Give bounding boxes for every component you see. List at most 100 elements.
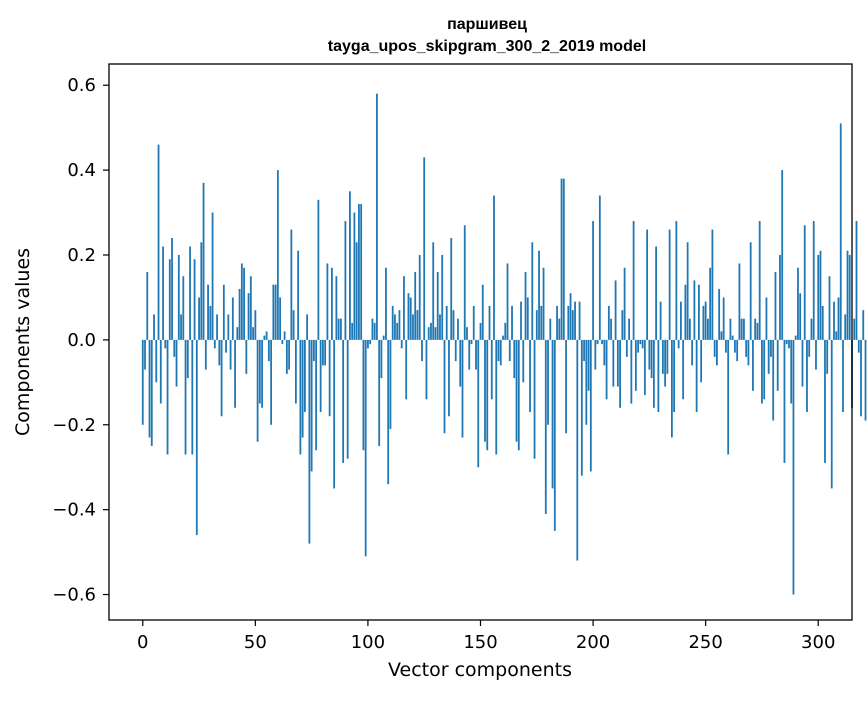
bar-37 <box>225 340 227 353</box>
bar-286 <box>786 340 788 344</box>
bar-125 <box>423 157 425 340</box>
bar-156 <box>493 196 495 340</box>
bar-167 <box>518 340 520 450</box>
bar-111 <box>392 306 394 340</box>
bar-102 <box>372 319 374 340</box>
bar-141 <box>459 340 461 387</box>
bar-131 <box>437 272 439 340</box>
bar-112 <box>394 314 396 339</box>
bar-138 <box>453 310 455 340</box>
bar-152 <box>484 340 486 442</box>
bar-104 <box>376 94 378 340</box>
bar-24 <box>196 340 198 535</box>
bar-252 <box>709 268 711 340</box>
bar-273 <box>757 323 759 340</box>
bar-204 <box>601 340 603 344</box>
bar-277 <box>766 297 768 339</box>
bar-39 <box>230 340 232 370</box>
bar-31 <box>212 213 214 340</box>
bar-289 <box>793 340 795 595</box>
bar-8 <box>160 340 162 404</box>
chart-title-line-1: паршивец <box>447 16 527 33</box>
x-tick-label: 100 <box>351 632 385 653</box>
bar-56 <box>268 340 270 361</box>
bar-248 <box>700 340 702 382</box>
bar-94 <box>354 213 356 340</box>
y-tick-label: −0.6 <box>52 585 96 606</box>
bar-100 <box>367 340 369 348</box>
bar-234 <box>669 230 671 340</box>
bar-122 <box>417 310 419 340</box>
bar-55 <box>266 331 268 339</box>
bar-275 <box>761 340 763 404</box>
bar-186 <box>561 179 563 340</box>
bar-19 <box>185 340 187 455</box>
bar-217 <box>630 340 632 404</box>
bar-261 <box>730 319 732 340</box>
bar-260 <box>727 340 729 455</box>
bar-127 <box>428 327 430 340</box>
bar-246 <box>696 340 698 412</box>
bar-139 <box>455 340 457 361</box>
bar-224 <box>646 230 648 340</box>
bar-282 <box>777 340 779 391</box>
bar-197 <box>585 340 587 425</box>
bar-276 <box>763 340 765 399</box>
bar-225 <box>648 340 650 370</box>
bar-0 <box>142 340 144 425</box>
bar-226 <box>651 340 653 378</box>
bar-16 <box>178 255 180 340</box>
bar-297 <box>811 319 813 340</box>
bar-64 <box>286 340 288 374</box>
bar-241 <box>684 285 686 340</box>
bar-257 <box>721 331 723 339</box>
bar-81 <box>324 340 326 365</box>
bar-18 <box>182 276 184 340</box>
bars-group <box>142 94 867 595</box>
bar-192 <box>574 302 576 340</box>
bar-274 <box>759 221 761 340</box>
bar-250 <box>705 302 707 340</box>
bar-249 <box>703 306 705 340</box>
bar-26 <box>200 242 202 340</box>
y-tick-label: 0.0 <box>67 330 96 351</box>
bar-120 <box>412 314 414 339</box>
bar-320 <box>862 310 864 340</box>
bar-164 <box>511 306 513 340</box>
bar-30 <box>209 306 211 340</box>
bar-239 <box>680 302 682 340</box>
bar-174 <box>534 340 536 459</box>
bar-33 <box>216 314 218 339</box>
bar-270 <box>750 242 752 340</box>
bar-218 <box>633 221 635 340</box>
bar-68 <box>295 340 297 404</box>
bar-159 <box>500 340 502 365</box>
bar-88 <box>340 319 342 340</box>
bar-2 <box>146 272 148 340</box>
bar-148 <box>475 340 477 370</box>
bar-214 <box>624 268 626 340</box>
bar-259 <box>725 340 727 353</box>
x-tick-label: 300 <box>801 632 835 653</box>
bar-87 <box>338 319 340 340</box>
bar-75 <box>311 340 313 472</box>
bar-123 <box>419 255 421 340</box>
bar-135 <box>446 306 448 340</box>
bar-235 <box>671 340 673 438</box>
bar-51 <box>257 340 259 442</box>
bar-146 <box>471 340 473 344</box>
bar-29 <box>207 285 209 340</box>
bar-23 <box>194 259 196 340</box>
bar-229 <box>657 340 659 412</box>
bar-303 <box>824 340 826 463</box>
y-tick-label: 0.6 <box>67 75 96 96</box>
bar-97 <box>360 204 362 340</box>
bar-48 <box>250 276 252 340</box>
bar-83 <box>329 340 331 416</box>
bar-71 <box>302 340 304 438</box>
bar-145 <box>468 340 470 370</box>
bar-314 <box>849 255 851 340</box>
bar-244 <box>691 340 693 365</box>
bar-163 <box>509 340 511 361</box>
bar-265 <box>739 263 741 339</box>
